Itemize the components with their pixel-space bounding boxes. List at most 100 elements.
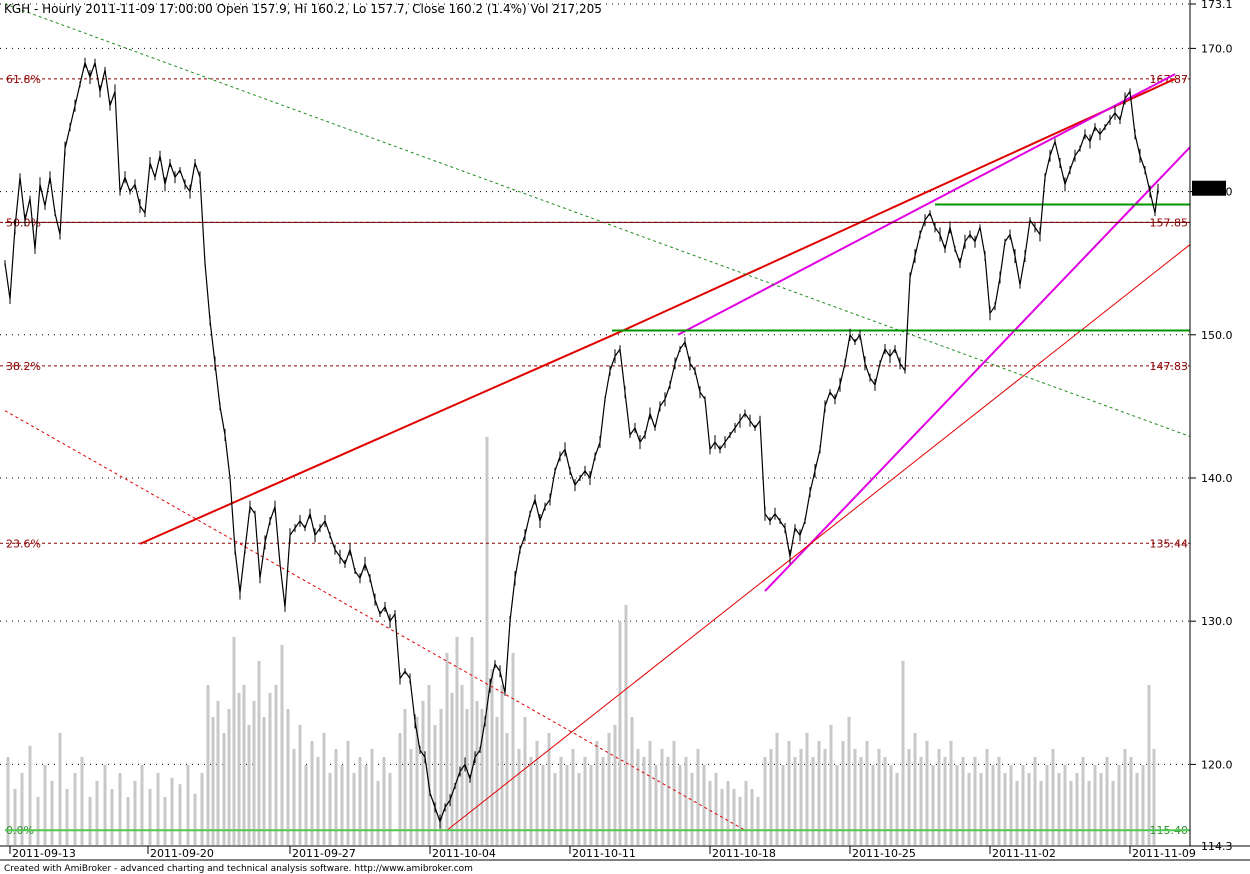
volume-bar — [334, 749, 338, 845]
volume-bar — [571, 749, 575, 845]
y-tick-label: 120.0 — [1201, 758, 1233, 771]
volume-bar — [624, 605, 628, 845]
volume-bar — [485, 437, 489, 845]
volume-bar — [630, 717, 634, 845]
x-tick-label: 2011-11-09 — [1132, 847, 1196, 860]
volume-bar — [901, 661, 905, 845]
volume-bar — [931, 765, 935, 845]
volume-bar — [642, 757, 646, 845]
volume-bar — [445, 653, 449, 845]
volume-bar — [775, 733, 779, 845]
volume-bar — [433, 725, 437, 845]
volume-bar — [1039, 781, 1043, 845]
volume-bar — [607, 733, 611, 845]
volume-bar — [216, 701, 220, 845]
x-axis-ticks: 2011-09-13 2011-09-20 2011-09-27 2011-10-04… — [9, 846, 1196, 860]
volume-bar — [961, 757, 965, 845]
volume-bar — [346, 741, 350, 845]
volume-bar — [1135, 773, 1139, 845]
volume-bar — [708, 781, 712, 845]
volume-bar — [148, 789, 152, 845]
volume-bar — [595, 741, 599, 845]
volume-bar — [222, 733, 226, 845]
volume-bar — [1015, 781, 1019, 845]
volume-bar — [618, 621, 622, 845]
trendlines — [4, 3, 1191, 832]
chart-title: KGH - Hourly 2011-11-09 17:00:00 Open 15… — [4, 2, 602, 16]
volume-bar — [65, 789, 69, 845]
magenta-upper-channel — [677, 73, 1176, 336]
volume-bar — [156, 773, 160, 845]
fib-pct-label: 38.2% — [6, 360, 41, 373]
volume-bar — [589, 765, 593, 845]
volume-bar — [696, 749, 700, 845]
volume-bar — [636, 749, 640, 845]
volume-bar — [95, 781, 99, 845]
volume-bar — [398, 733, 402, 845]
x-tick-label: 2011-09-20 — [150, 847, 214, 860]
volume-bar — [613, 725, 617, 845]
volume-bar — [262, 717, 266, 845]
volume-bar — [1099, 773, 1103, 845]
volume-bar — [227, 709, 231, 845]
volume-bar — [895, 773, 899, 845]
volume-bar — [1152, 749, 1156, 845]
volume-bar — [1069, 781, 1073, 845]
volume-bar — [1021, 765, 1025, 845]
volume-bar — [292, 749, 296, 845]
volume-bar — [140, 765, 144, 845]
volume-bar — [666, 757, 670, 845]
volume-bar — [450, 693, 454, 845]
volume-bar — [553, 773, 557, 845]
volume-bar — [979, 773, 983, 845]
fib-value-label: 135.44 — [1150, 537, 1189, 550]
volume-bar — [781, 765, 785, 845]
y-tick-label: 173.1 — [1201, 0, 1233, 11]
volume-bar — [787, 741, 791, 845]
volume-bar — [186, 765, 190, 845]
volume-bar — [268, 693, 272, 845]
volume-bar — [316, 757, 320, 845]
volume-bar — [242, 685, 246, 845]
magenta-lower-channel — [764, 146, 1191, 592]
volume-bar — [973, 757, 977, 845]
volume-bar — [601, 757, 605, 845]
volume-bar — [126, 797, 130, 845]
volume-bar — [654, 765, 658, 845]
volume-bar — [455, 637, 459, 845]
volume-bar — [811, 757, 815, 845]
volume-bar — [648, 741, 652, 845]
volume-bar — [304, 765, 308, 845]
volume-bar — [678, 765, 682, 845]
volume-bar — [163, 797, 167, 845]
volume-bar — [937, 749, 941, 845]
volume-bar — [853, 749, 857, 845]
volume-bar — [523, 717, 527, 845]
volume-bar — [88, 797, 92, 845]
volume-bar — [913, 733, 917, 845]
y-tick-label: 130.0 — [1201, 615, 1233, 628]
volume-bar — [1051, 749, 1055, 845]
volume-bar — [480, 709, 484, 845]
volume-bar — [500, 685, 504, 845]
volume-bar — [907, 749, 911, 845]
volume-bar — [421, 701, 425, 845]
fib-value-label: 147.83 — [1150, 360, 1189, 373]
volume-bar — [799, 749, 803, 845]
volume-bar — [1117, 765, 1121, 845]
volume-bar — [1075, 773, 1079, 845]
red-resistance-line-ext — [619, 77, 1176, 333]
volume-bar — [823, 749, 827, 845]
volume-bar — [763, 757, 767, 845]
volume-bar — [28, 745, 32, 845]
volume-bar — [750, 789, 754, 845]
volume-bar — [925, 741, 929, 845]
volume-bar — [364, 765, 368, 845]
volume-bar — [1111, 781, 1115, 845]
volume-bar — [949, 741, 953, 845]
volume-bar — [465, 709, 469, 845]
volume-bar — [370, 749, 374, 845]
volume-bar — [1093, 765, 1097, 845]
volume-bar — [535, 741, 539, 845]
